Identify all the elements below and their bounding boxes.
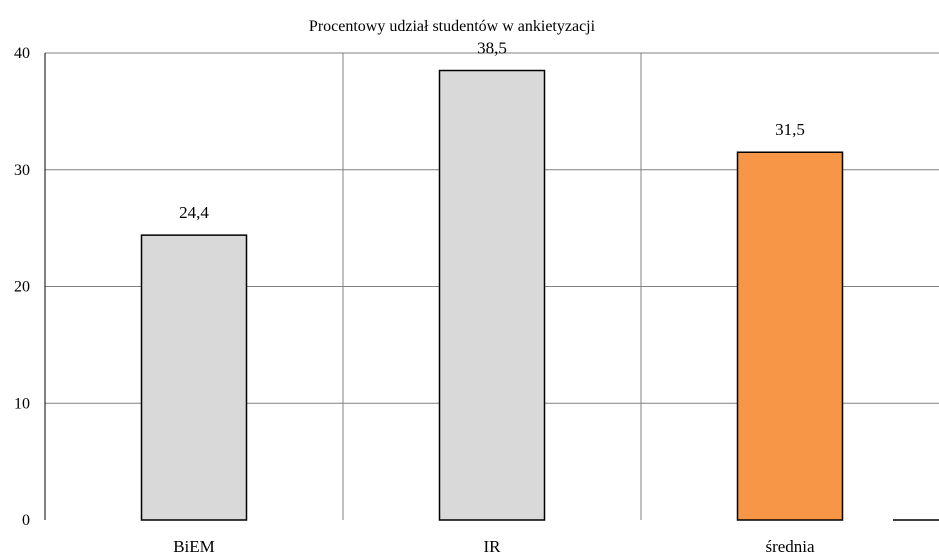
y-tick-label: 40 <box>14 45 30 62</box>
data-label-2: 38,5 <box>477 39 507 58</box>
x-tick-label-3: średnia <box>765 537 815 554</box>
chart-title: Procentowy udział studentów w ankietyzac… <box>309 18 596 35</box>
x-tick-label-2: IR <box>484 537 502 554</box>
bars <box>140 69 844 521</box>
y-tick-label: 10 <box>14 395 30 412</box>
bar-1 <box>140 234 248 521</box>
y-tick-label: 0 <box>22 512 30 529</box>
data-label-3: 31,5 <box>775 120 805 139</box>
axes <box>44 53 939 521</box>
data-label-1: 24,4 <box>179 203 209 222</box>
labels: 0 10 20 30 40 24,4 BiEM 38,5 IR 31,5 średnia <box>14 39 815 554</box>
y-tick-label: 30 <box>14 162 30 179</box>
bar-2 <box>438 69 546 521</box>
bar-3 <box>736 151 844 521</box>
x-tick-label-1: BiEM <box>173 537 215 554</box>
y-tick-label: 20 <box>14 279 30 296</box>
